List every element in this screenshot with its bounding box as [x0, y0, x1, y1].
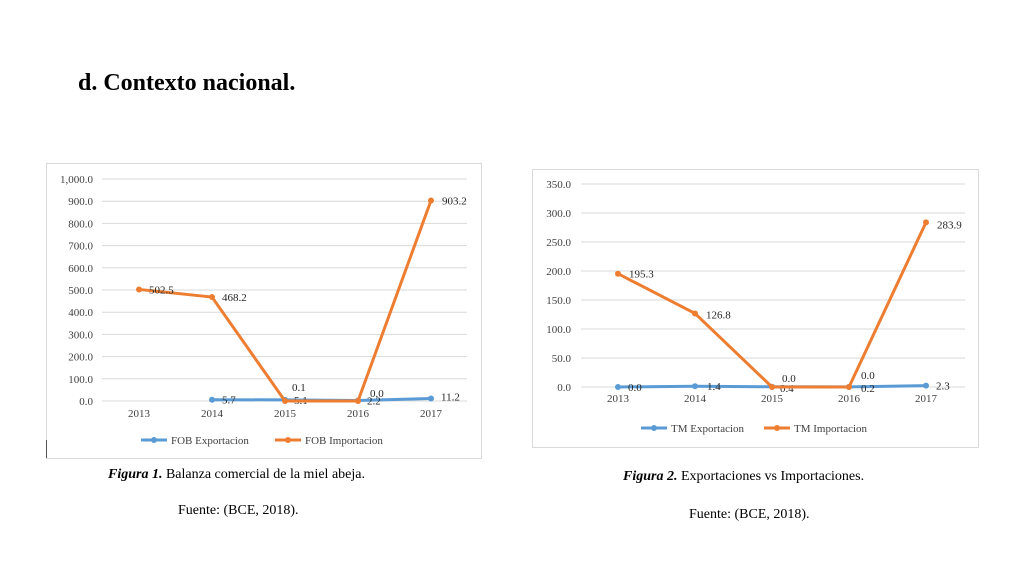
data-point-importacion	[846, 384, 852, 390]
data-label-importacion: 126.8	[706, 309, 731, 321]
y-tick-label: 100.0	[546, 324, 571, 336]
legend-label-importacion: FOB Importacion	[305, 435, 383, 447]
data-label-exportacion: 2.3	[936, 381, 950, 393]
data-label-exportacion: 11.2	[441, 392, 460, 404]
data-label-exportacion: 5.7	[222, 395, 236, 407]
data-point-importacion	[136, 286, 142, 293]
y-tick-label: 150.0	[546, 295, 571, 307]
data-label-exportacion: 1.4	[707, 381, 721, 393]
y-tick-label: 0.0	[557, 382, 571, 394]
y-tick-label: 900.0	[68, 196, 93, 208]
data-label-importacion: 283.9	[937, 219, 962, 231]
data-label-importacion: 903.2	[442, 195, 467, 207]
y-tick-label: 200.0	[68, 352, 93, 364]
legend-label-exportacion: TM Exportacion	[671, 423, 745, 435]
data-point-exportacion	[428, 395, 434, 402]
text-cursor-mark	[46, 440, 47, 458]
y-tick-label: 200.0	[546, 266, 571, 278]
data-label-exportacion: 0.0	[628, 382, 642, 394]
y-tick-label: 300.0	[68, 329, 93, 341]
data-label-exportacion: 0.2	[861, 383, 875, 395]
data-point-importacion	[692, 310, 698, 317]
data-label-importacion: 0.0	[782, 373, 796, 385]
figure-1-label: Figura 1.	[108, 467, 163, 482]
legend-marker-importacion	[285, 437, 291, 443]
y-tick-label: 50.0	[552, 353, 572, 365]
legend-marker-exportacion	[151, 437, 157, 443]
data-label-importacion: 468.2	[222, 292, 247, 304]
data-point-exportacion	[692, 383, 698, 390]
legend-label-importacion: TM Importacion	[794, 423, 868, 435]
figure-2-source: Fuente: (BCE, 2018).	[689, 507, 810, 522]
figure-2-caption-text: Exportaciones vs Importaciones.	[677, 469, 865, 484]
data-point-importacion	[209, 294, 215, 301]
x-tick-label: 2014	[684, 393, 707, 405]
y-tick-label: 0.0	[79, 396, 93, 408]
data-point-importacion	[282, 397, 288, 404]
series-line-importacion	[138, 199, 433, 403]
legend-marker-importacion	[774, 425, 780, 431]
x-tick-label: 2016	[838, 393, 861, 405]
x-tick-label: 2015	[274, 408, 297, 420]
line-chart-1: 0.0 100.0 200.0 300.0 400.0 500.0 600.0 700.0 80…	[60, 174, 467, 447]
page-heading: d. Contexto nacional.	[78, 70, 296, 96]
x-tick-label: 2013	[607, 393, 630, 405]
y-tick-label: 1,000.0	[60, 174, 94, 186]
y-tick-label: 700.0	[68, 241, 93, 253]
y-tick-label: 800.0	[68, 218, 93, 230]
legend-marker-exportacion	[651, 425, 657, 431]
data-label-importacion: 195.3	[629, 269, 654, 281]
x-tick-label: 2017	[420, 408, 443, 420]
y-tick-label: 400.0	[68, 307, 93, 319]
y-tick-label: 600.0	[68, 263, 93, 275]
data-point-exportacion	[209, 396, 215, 403]
data-point-exportacion	[923, 382, 929, 389]
data-point-importacion	[769, 384, 775, 390]
line-chart-2: 0.0 50.0 100.0 150.0 200.0 250.0 300.0 350.0 201…	[546, 179, 965, 435]
data-point-importacion	[615, 270, 621, 277]
data-point-exportacion	[615, 384, 621, 390]
data-point-importacion	[923, 219, 929, 226]
data-label-importacion: 0.0	[861, 370, 875, 382]
figure-1-source: Fuente: (BCE, 2018).	[178, 503, 299, 518]
data-label-importacion: 0.0	[370, 388, 384, 400]
x-tick-label: 2013	[128, 408, 151, 420]
figure-1-caption-text: Balanza comercial de la miel abeja.	[162, 467, 365, 482]
y-tick-label: 350.0	[546, 179, 571, 191]
y-tick-label: 300.0	[546, 208, 571, 220]
series-line-importacion	[617, 221, 928, 389]
figure-1-caption: Figura 1. Balanza comercial de la miel a…	[108, 467, 365, 483]
y-tick-label: 500.0	[68, 285, 93, 297]
y-tick-label: 250.0	[546, 237, 571, 249]
data-label-importacion: 502.5	[149, 284, 174, 296]
figure-2-label: Figura 2.	[623, 469, 678, 484]
figure-2-caption: Figura 2. Exportaciones vs Importaciones…	[623, 469, 864, 485]
x-tick-label: 2015	[761, 393, 784, 405]
chart-panel-1: 0.0 100.0 200.0 300.0 400.0 500.0 600.0 700.0 80…	[46, 163, 482, 459]
chart-panel-2: 0.0 50.0 100.0 150.0 200.0 250.0 300.0 350.0 201…	[532, 169, 979, 448]
data-point-importacion	[428, 197, 434, 204]
x-tick-label: 2016	[347, 408, 370, 420]
data-label-exportacion: 2.2	[367, 396, 381, 408]
data-label-importacion: 0.1	[292, 382, 306, 394]
y-tick-label: 100.0	[68, 374, 93, 386]
legend-label-exportacion: FOB Exportacion	[171, 435, 249, 447]
x-tick-label: 2014	[201, 408, 224, 420]
x-tick-label: 2017	[915, 393, 938, 405]
data-point-importacion	[355, 398, 361, 404]
